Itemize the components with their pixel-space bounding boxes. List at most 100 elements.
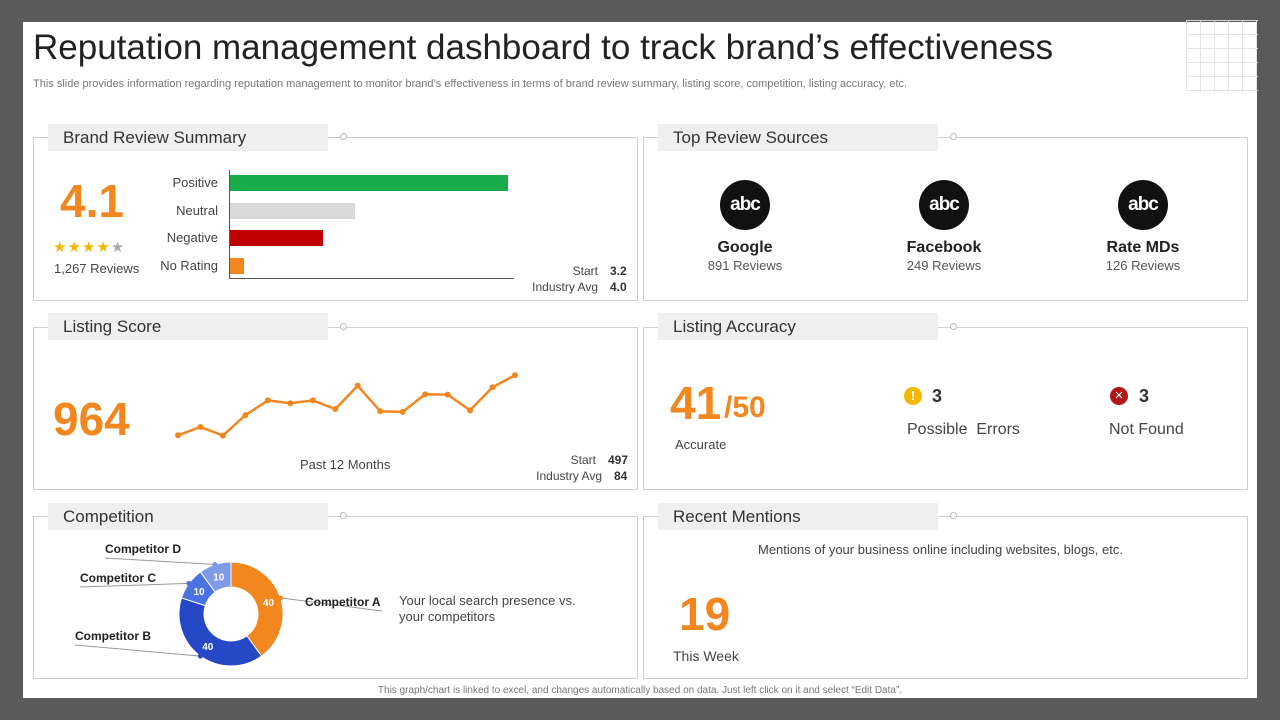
donut-leader-dot <box>212 562 218 568</box>
bar-neutral <box>230 202 355 219</box>
score-point <box>422 391 429 398</box>
listing-start-value: 497 <box>608 453 629 467</box>
bar-label-positive: Positive <box>172 175 218 190</box>
listing-accuracy-heading: Listing Accuracy <box>658 313 938 340</box>
recent-mentions-heading: Recent Mentions <box>658 503 938 530</box>
heading-rule <box>347 516 638 517</box>
competition-donut-chart: 40 40 10 10 Competitor A Competitor B Competit… <box>74 542 383 667</box>
donut-slice-competitor-b <box>178 597 263 667</box>
mentions-period: This Week <box>673 648 739 664</box>
listing-score-value: 964 <box>53 393 130 445</box>
donut-slice-competitor-d <box>199 561 232 593</box>
star-icon: ★ <box>96 239 111 256</box>
heading-dot <box>950 512 957 519</box>
score-point <box>264 397 271 404</box>
heading-rule <box>957 516 1248 517</box>
heading-rule <box>347 327 638 328</box>
brand-start-label: Start <box>572 264 598 278</box>
brand-industry-label: Industry Avg <box>532 280 598 294</box>
brand-review-panel <box>33 137 638 301</box>
accuracy-total: /50 <box>724 391 766 424</box>
abc-logo-icon: abc <box>1118 180 1168 230</box>
bar-negative <box>230 230 323 246</box>
heading-dot <box>950 323 957 330</box>
listing-start-label: Start <box>570 453 596 467</box>
brand-score: 4.1 <box>60 175 124 227</box>
donut-data-label: 10 <box>213 572 225 583</box>
rating-stars: ★★★★★ <box>53 238 125 256</box>
donut-category-label: Competitor A <box>305 595 381 609</box>
star-icon: ★ <box>53 239 68 256</box>
score-point <box>309 397 316 404</box>
score-point <box>332 406 339 413</box>
listing-industry-value: 84 <box>614 469 628 483</box>
heading-rule <box>957 327 1248 328</box>
error-icon: ✕ <box>1110 387 1128 405</box>
bar-label-no-rating: No Rating <box>160 257 218 273</box>
bar-label-negative: Negative <box>166 230 218 245</box>
source-name: Rate MDs <box>1106 239 1180 256</box>
decorative-grid <box>1186 20 1258 92</box>
accurate-count: 41 <box>670 377 722 429</box>
heading-rule <box>347 137 638 138</box>
star-icon: ★ <box>67 239 82 256</box>
page-title: Reputation management dashboard to track… <box>33 28 1054 67</box>
score-point <box>219 432 226 439</box>
donut-leader-dot <box>277 595 283 601</box>
donut-leader-line <box>79 582 189 588</box>
listing-period: Past 12 Months <box>300 457 391 472</box>
competition-panel <box>33 516 638 679</box>
competition-heading: Competition <box>48 503 328 530</box>
listing-industry-label: Industry Avg <box>536 469 602 483</box>
heading-dot <box>340 512 347 519</box>
donut-data-label: 40 <box>202 642 214 653</box>
score-point <box>489 384 496 391</box>
score-point <box>197 423 204 430</box>
brand-review-heading: Brand Review Summary <box>48 124 328 151</box>
listing-accuracy-panel <box>643 327 1248 490</box>
donut-leader-line <box>104 557 215 566</box>
warning-icon: ! <box>904 387 922 405</box>
errors-count: 3 <box>932 386 943 406</box>
competition-description: Your local search presence vs. your comp… <box>399 593 576 624</box>
score-point <box>444 391 451 398</box>
notfound-count: 3 <box>1139 386 1150 406</box>
footer-note: This graph/chart is linked to excel, and… <box>377 685 903 696</box>
bar-axis-x <box>229 278 514 279</box>
donut-leader-line <box>74 644 201 657</box>
donut-leader-dot <box>186 580 192 586</box>
score-point <box>175 432 181 439</box>
heading-dot <box>950 133 957 140</box>
donut-category-label: Competitor B <box>75 629 151 643</box>
accurate-label: Accurate <box>675 437 727 452</box>
brand-start-value: 3.2 <box>610 264 627 278</box>
page-subtitle: This slide provides information regardin… <box>33 78 908 90</box>
source-name: Facebook <box>906 239 982 256</box>
bar-label-neutral: Neutral <box>176 202 218 218</box>
score-point <box>377 408 384 415</box>
abc-logo-icon: abc <box>919 180 969 230</box>
abc-logo-icon: abc <box>720 180 770 230</box>
score-point <box>467 407 474 414</box>
star-icon: ★ <box>81 239 97 256</box>
heading-rule <box>957 137 1248 138</box>
score-point <box>242 412 249 419</box>
source-name: Google <box>717 239 773 256</box>
donut-data-label: 10 <box>193 587 205 598</box>
heading-dot <box>340 133 347 140</box>
donut-data-label: 40 <box>263 598 275 609</box>
bar-no-rating <box>230 257 245 274</box>
source-count: 249 Reviews <box>906 258 982 273</box>
source-count: 126 Reviews <box>1105 258 1181 273</box>
donut-category-label: Competitor D <box>105 542 181 556</box>
mentions-count: 19 <box>679 588 731 640</box>
bar-positive <box>230 175 509 191</box>
donut-leader-line <box>280 597 383 612</box>
listing-score-heading: Listing Score <box>48 313 328 340</box>
mentions-description: Mentions of your business online includi… <box>758 542 1123 557</box>
bar-axis-y <box>229 170 230 278</box>
score-point <box>354 382 361 389</box>
brand-industry-value: 4.0 <box>610 280 627 294</box>
review-sources-heading: Top Review Sources <box>658 124 938 151</box>
donut-slice-competitor-a <box>230 561 284 657</box>
